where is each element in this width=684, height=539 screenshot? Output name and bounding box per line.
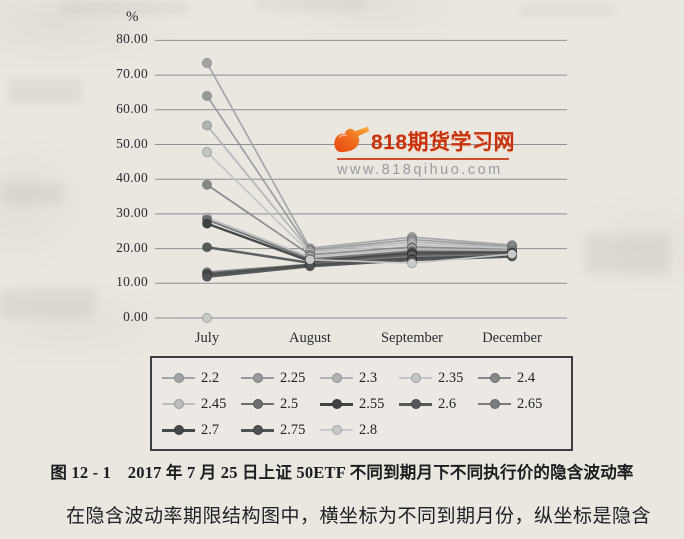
legend-swatch	[320, 399, 353, 409]
y-tick-label: 0.00	[123, 309, 148, 324]
legend-label: 2.35	[438, 369, 464, 386]
legend-item-2.2: 2.2	[162, 365, 241, 391]
legend-swatch	[162, 399, 195, 409]
site-watermark: 818期货学习网 www.818qihuo.com	[331, 125, 515, 178]
bleed-artifact	[60, 2, 190, 14]
legend-item-2.75: 2.75	[241, 417, 320, 443]
implied-volatility-line-chart	[155, 39, 567, 324]
series-line-2.2	[206, 62, 513, 250]
legend-item-2.7: 2.7	[162, 417, 241, 443]
legend-swatch	[241, 425, 274, 435]
series-line-2.65	[206, 253, 513, 274]
legend-item-2.45: 2.45	[162, 391, 241, 417]
series-line-2.6	[206, 245, 513, 265]
y-tick-label: 30.00	[116, 204, 148, 220]
x-tick-label-july: July	[194, 330, 220, 346]
bleed-artifact	[2, 182, 64, 204]
data-point-2.8	[304, 254, 316, 265]
y-tick-label: 20.00	[116, 239, 148, 255]
legend-swatch	[320, 425, 353, 435]
bleed-artifact	[0, 288, 95, 318]
data-point-2.75	[201, 271, 213, 282]
y-tick-label: 60.00	[116, 100, 148, 116]
y-tick-label: 50.00	[116, 135, 148, 151]
legend-item-2.35: 2.35	[399, 365, 478, 391]
data-point-2.3	[201, 120, 213, 131]
legend-swatch	[241, 373, 274, 383]
legend-label: 2.3	[359, 369, 378, 386]
legend-label: 2.25	[280, 369, 306, 386]
legend-grid: 2.2 2.25 2.3 2.35 2.4 2.45 2.5 2.55 2.6 2.65 2.7 2.…	[162, 365, 571, 443]
chart-legend: 2.2 2.25 2.3 2.35 2.4 2.45 2.5 2.55 2.6 2.65 2.7 2.…	[150, 356, 573, 451]
data-point-2.8	[506, 249, 518, 260]
x-tick-label-august: August	[289, 330, 331, 346]
legend-label: 2.65	[517, 395, 543, 412]
legend-swatch	[399, 399, 432, 409]
data-point-2.55	[201, 218, 213, 229]
watermark-title: 818期货学习网	[371, 131, 516, 154]
bleed-artifact	[520, 4, 615, 16]
legend-label: 2.45	[201, 395, 227, 412]
legend-swatch	[399, 373, 432, 383]
legend-item-2.3: 2.3	[320, 365, 399, 391]
legend-label: 2.4	[517, 369, 536, 386]
y-tick-label: 70.00	[116, 66, 148, 82]
legend-label: 2.5	[280, 395, 299, 412]
watermark-url: www.818qihuo.com	[337, 162, 503, 178]
data-point-2.2	[201, 57, 213, 69]
bleed-artifact	[585, 235, 670, 275]
legend-swatch	[241, 399, 274, 409]
legend-item-2.65: 2.65	[478, 391, 557, 417]
watermark-underline	[337, 158, 509, 160]
data-point-2.25	[201, 90, 213, 102]
series-line-2.55	[206, 222, 513, 263]
figure-caption: 图 12 - 1 2017 年 7 月 25 日上证 50ETF 不同到期月下不…	[50, 463, 634, 482]
legend-label: 2.8	[359, 421, 378, 438]
legend-swatch	[162, 373, 195, 383]
series-line-2.5	[206, 219, 513, 260]
legend-item-2.25: 2.25	[241, 365, 320, 391]
body-paragraph: 在隐含波动率期限结构图中，横坐标为不同到期月份，纵坐标是隐含	[66, 506, 652, 527]
legend-swatch	[478, 373, 511, 383]
legend-label: 2.2	[201, 369, 220, 386]
legend-label: 2.7	[201, 421, 220, 438]
data-point-2.4	[201, 179, 213, 190]
legend-item-2.4: 2.4	[478, 365, 557, 391]
data-point-2.6	[201, 242, 213, 253]
pointing-hand-logo-icon	[334, 126, 370, 153]
series-line-2.45	[206, 216, 513, 258]
legend-item-2.6: 2.6	[399, 391, 478, 417]
x-tick-label-september: September	[380, 330, 444, 346]
y-tick-label: 40.00	[116, 170, 148, 186]
legend-label: 2.75	[280, 421, 306, 438]
series-line-2.4	[206, 184, 513, 256]
legend-label: 2.6	[438, 395, 457, 412]
bleed-artifact	[8, 78, 83, 104]
series-line-2.3	[206, 124, 513, 253]
series-line-2.35	[206, 151, 513, 254]
y-tick-label: 10.00	[116, 274, 148, 290]
data-point-2.35	[201, 147, 213, 158]
y-tick-label: 80.00	[116, 31, 148, 47]
x-tick-label-december: December	[482, 330, 542, 346]
series-line-2.25	[206, 95, 513, 251]
data-point-2.8	[201, 312, 213, 324]
legend-swatch	[478, 399, 511, 409]
legend-label: 2.55	[359, 395, 385, 412]
y-axis-unit-label: %	[126, 9, 139, 25]
legend-item-2.55: 2.55	[320, 391, 399, 417]
bleed-artifact	[255, 0, 365, 11]
legend-swatch	[162, 425, 195, 435]
data-point-2.8	[406, 258, 418, 269]
legend-swatch	[320, 373, 353, 383]
legend-item-2.8: 2.8	[320, 417, 399, 443]
legend-item-2.5: 2.5	[241, 391, 320, 417]
